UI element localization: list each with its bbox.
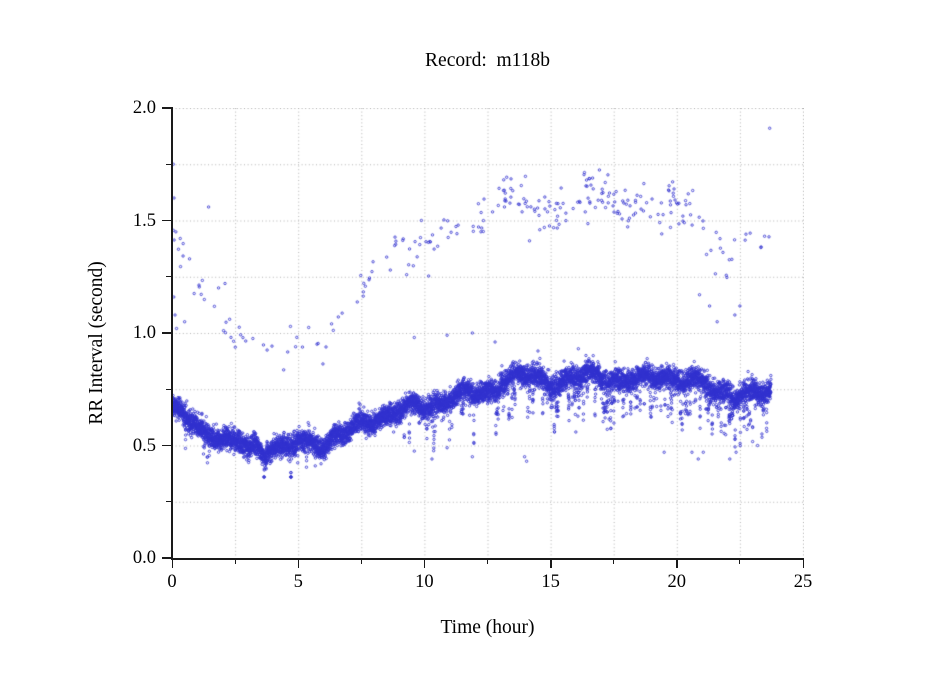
- y-minor-tick: [166, 501, 171, 503]
- x-tick-label: 10: [415, 572, 434, 592]
- y-axis-title-text: RR Interval (second): [86, 261, 107, 425]
- y-major-tick: [162, 557, 171, 559]
- y-tick-label: 0.5: [132, 435, 156, 456]
- y-axis-spine: [171, 107, 173, 560]
- x-major-tick: [423, 559, 426, 568]
- x-axis-title: Time (hour): [440, 617, 535, 638]
- x-minor-tick: [613, 559, 615, 564]
- x-tick-label: 15: [541, 572, 560, 592]
- x-major-tick: [171, 559, 173, 568]
- plot-area: 0 5 10 15 20 25 0.0 0.5 1.0 1.5 2.0: [133, 98, 812, 592]
- x-tick-label: 25: [793, 572, 813, 592]
- x-tick-label: 0: [167, 572, 177, 592]
- y-major-tick: [162, 219, 171, 222]
- x-major-tick: [802, 559, 804, 568]
- y-minor-tick: [166, 276, 171, 278]
- y-minor-tick: [166, 388, 171, 390]
- x-minor-tick: [360, 559, 362, 564]
- y-major-tick: [162, 332, 171, 334]
- scatter-canvas: [172, 108, 804, 559]
- y-major-tick: [162, 444, 171, 447]
- x-minor-tick: [487, 559, 488, 564]
- x-major-tick: [676, 559, 678, 568]
- figure-title: Record: m118b: [425, 50, 550, 71]
- y-tick-label: 1.5: [132, 210, 156, 231]
- x-major-tick: [550, 559, 552, 568]
- x-minor-tick: [739, 559, 741, 564]
- x-tick-label: 20: [667, 572, 687, 592]
- y-major-tick: [162, 107, 171, 109]
- y-tick-label: 2.0: [132, 98, 156, 118]
- y-tick-label: 0.0: [132, 548, 156, 568]
- y-minor-tick: [166, 163, 171, 165]
- x-major-tick: [297, 559, 300, 568]
- x-minor-tick: [234, 559, 236, 564]
- y-tick-label: 1.0: [132, 323, 156, 343]
- x-tick-label: 5: [293, 572, 303, 592]
